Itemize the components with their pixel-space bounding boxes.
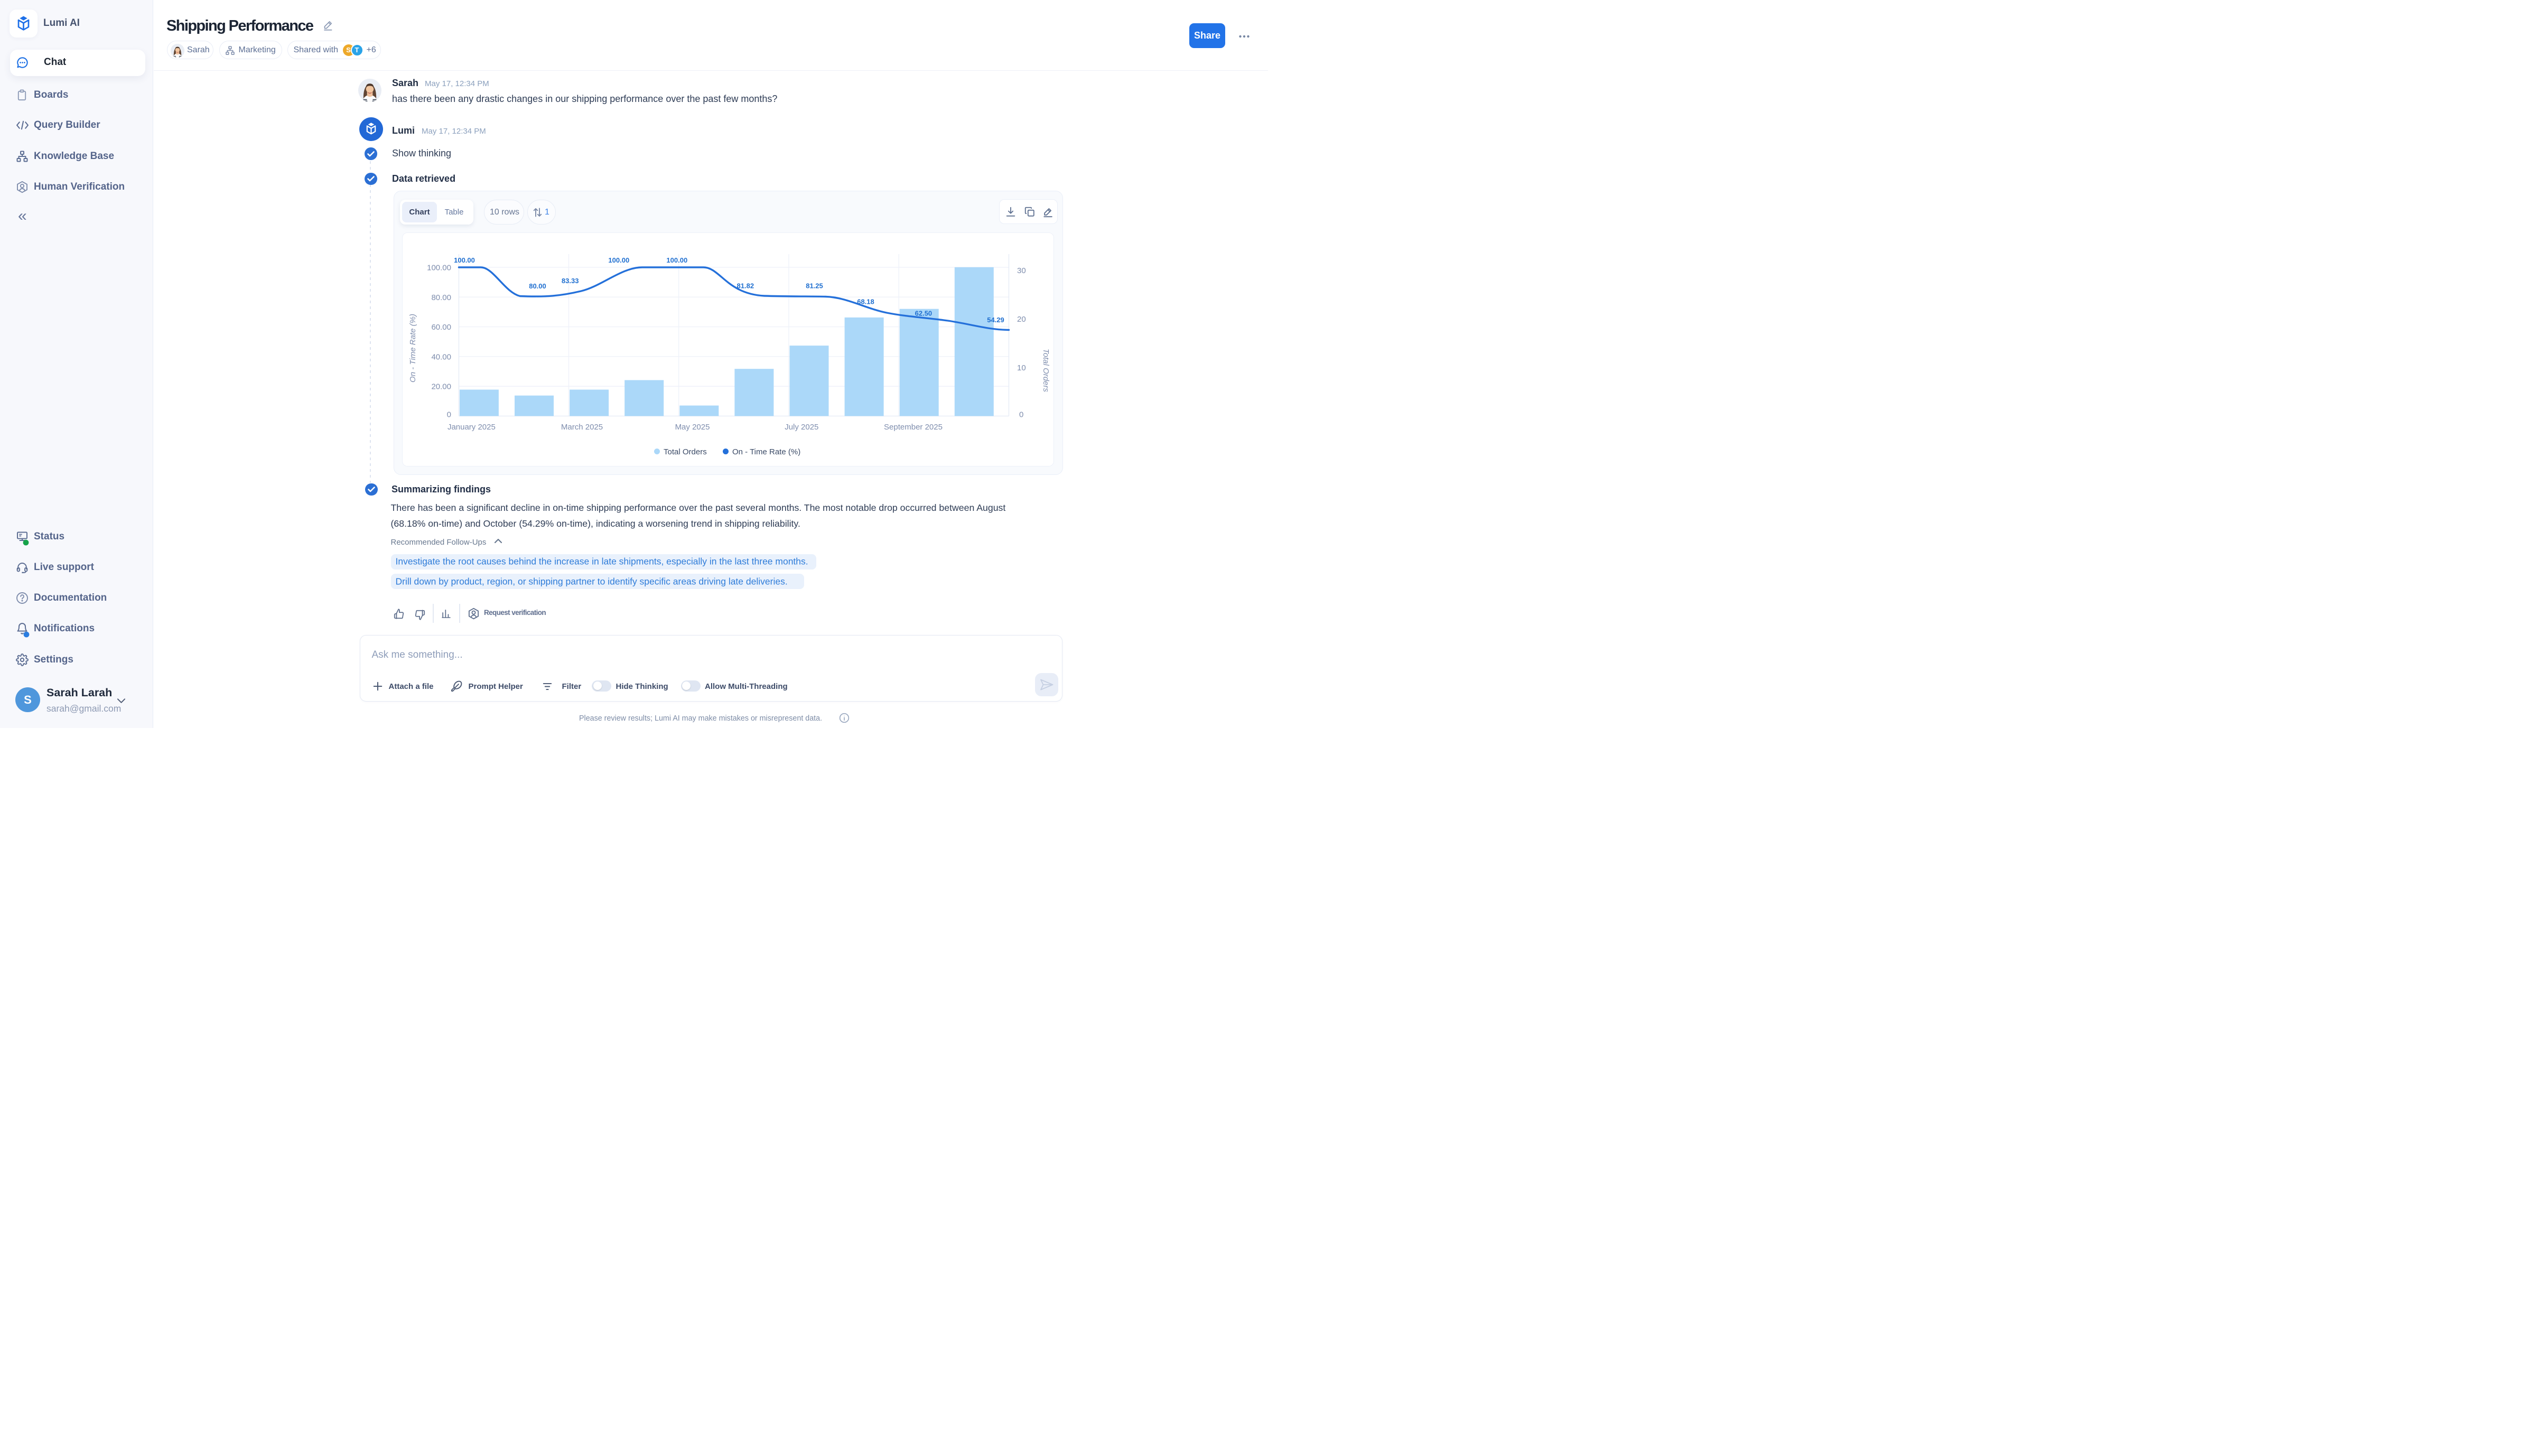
svg-text:March 2025: March 2025 — [561, 423, 603, 432]
svg-text:July 2025: July 2025 — [785, 423, 818, 432]
svg-text:100.00: 100.00 — [427, 264, 451, 273]
svg-text:81.25: 81.25 — [806, 282, 823, 290]
svg-text:20.00: 20.00 — [431, 382, 451, 391]
svg-text:May 2025: May 2025 — [675, 423, 710, 432]
svg-text:68.18: 68.18 — [857, 298, 874, 306]
svg-text:60.00: 60.00 — [431, 323, 451, 332]
svg-text:0: 0 — [447, 410, 451, 419]
svg-text:30: 30 — [1017, 266, 1026, 275]
svg-text:62.50: 62.50 — [915, 310, 933, 318]
svg-text:80.00: 80.00 — [431, 293, 451, 302]
svg-text:On - Time Rate (%): On - Time Rate (%) — [732, 447, 800, 456]
svg-text:0: 0 — [1019, 410, 1023, 419]
svg-text:Total Orders: Total Orders — [664, 447, 707, 456]
svg-text:100.00: 100.00 — [666, 256, 687, 264]
svg-text:20: 20 — [1017, 315, 1026, 324]
svg-text:On - Time Rate (%): On - Time Rate (%) — [408, 314, 417, 382]
svg-text:September 2025: September 2025 — [884, 423, 943, 432]
svg-text:40.00: 40.00 — [431, 352, 451, 361]
svg-text:100.00: 100.00 — [608, 256, 629, 264]
svg-text:10: 10 — [1017, 363, 1026, 372]
svg-text:81.82: 81.82 — [737, 282, 754, 290]
svg-text:54.29: 54.29 — [987, 316, 1004, 324]
svg-text:83.33: 83.33 — [562, 277, 579, 285]
svg-text:100.00: 100.00 — [454, 256, 475, 264]
svg-text:Total Orders: Total Orders — [1041, 349, 1050, 392]
svg-text:80.00: 80.00 — [529, 282, 546, 290]
svg-text:January 2025: January 2025 — [447, 423, 496, 432]
